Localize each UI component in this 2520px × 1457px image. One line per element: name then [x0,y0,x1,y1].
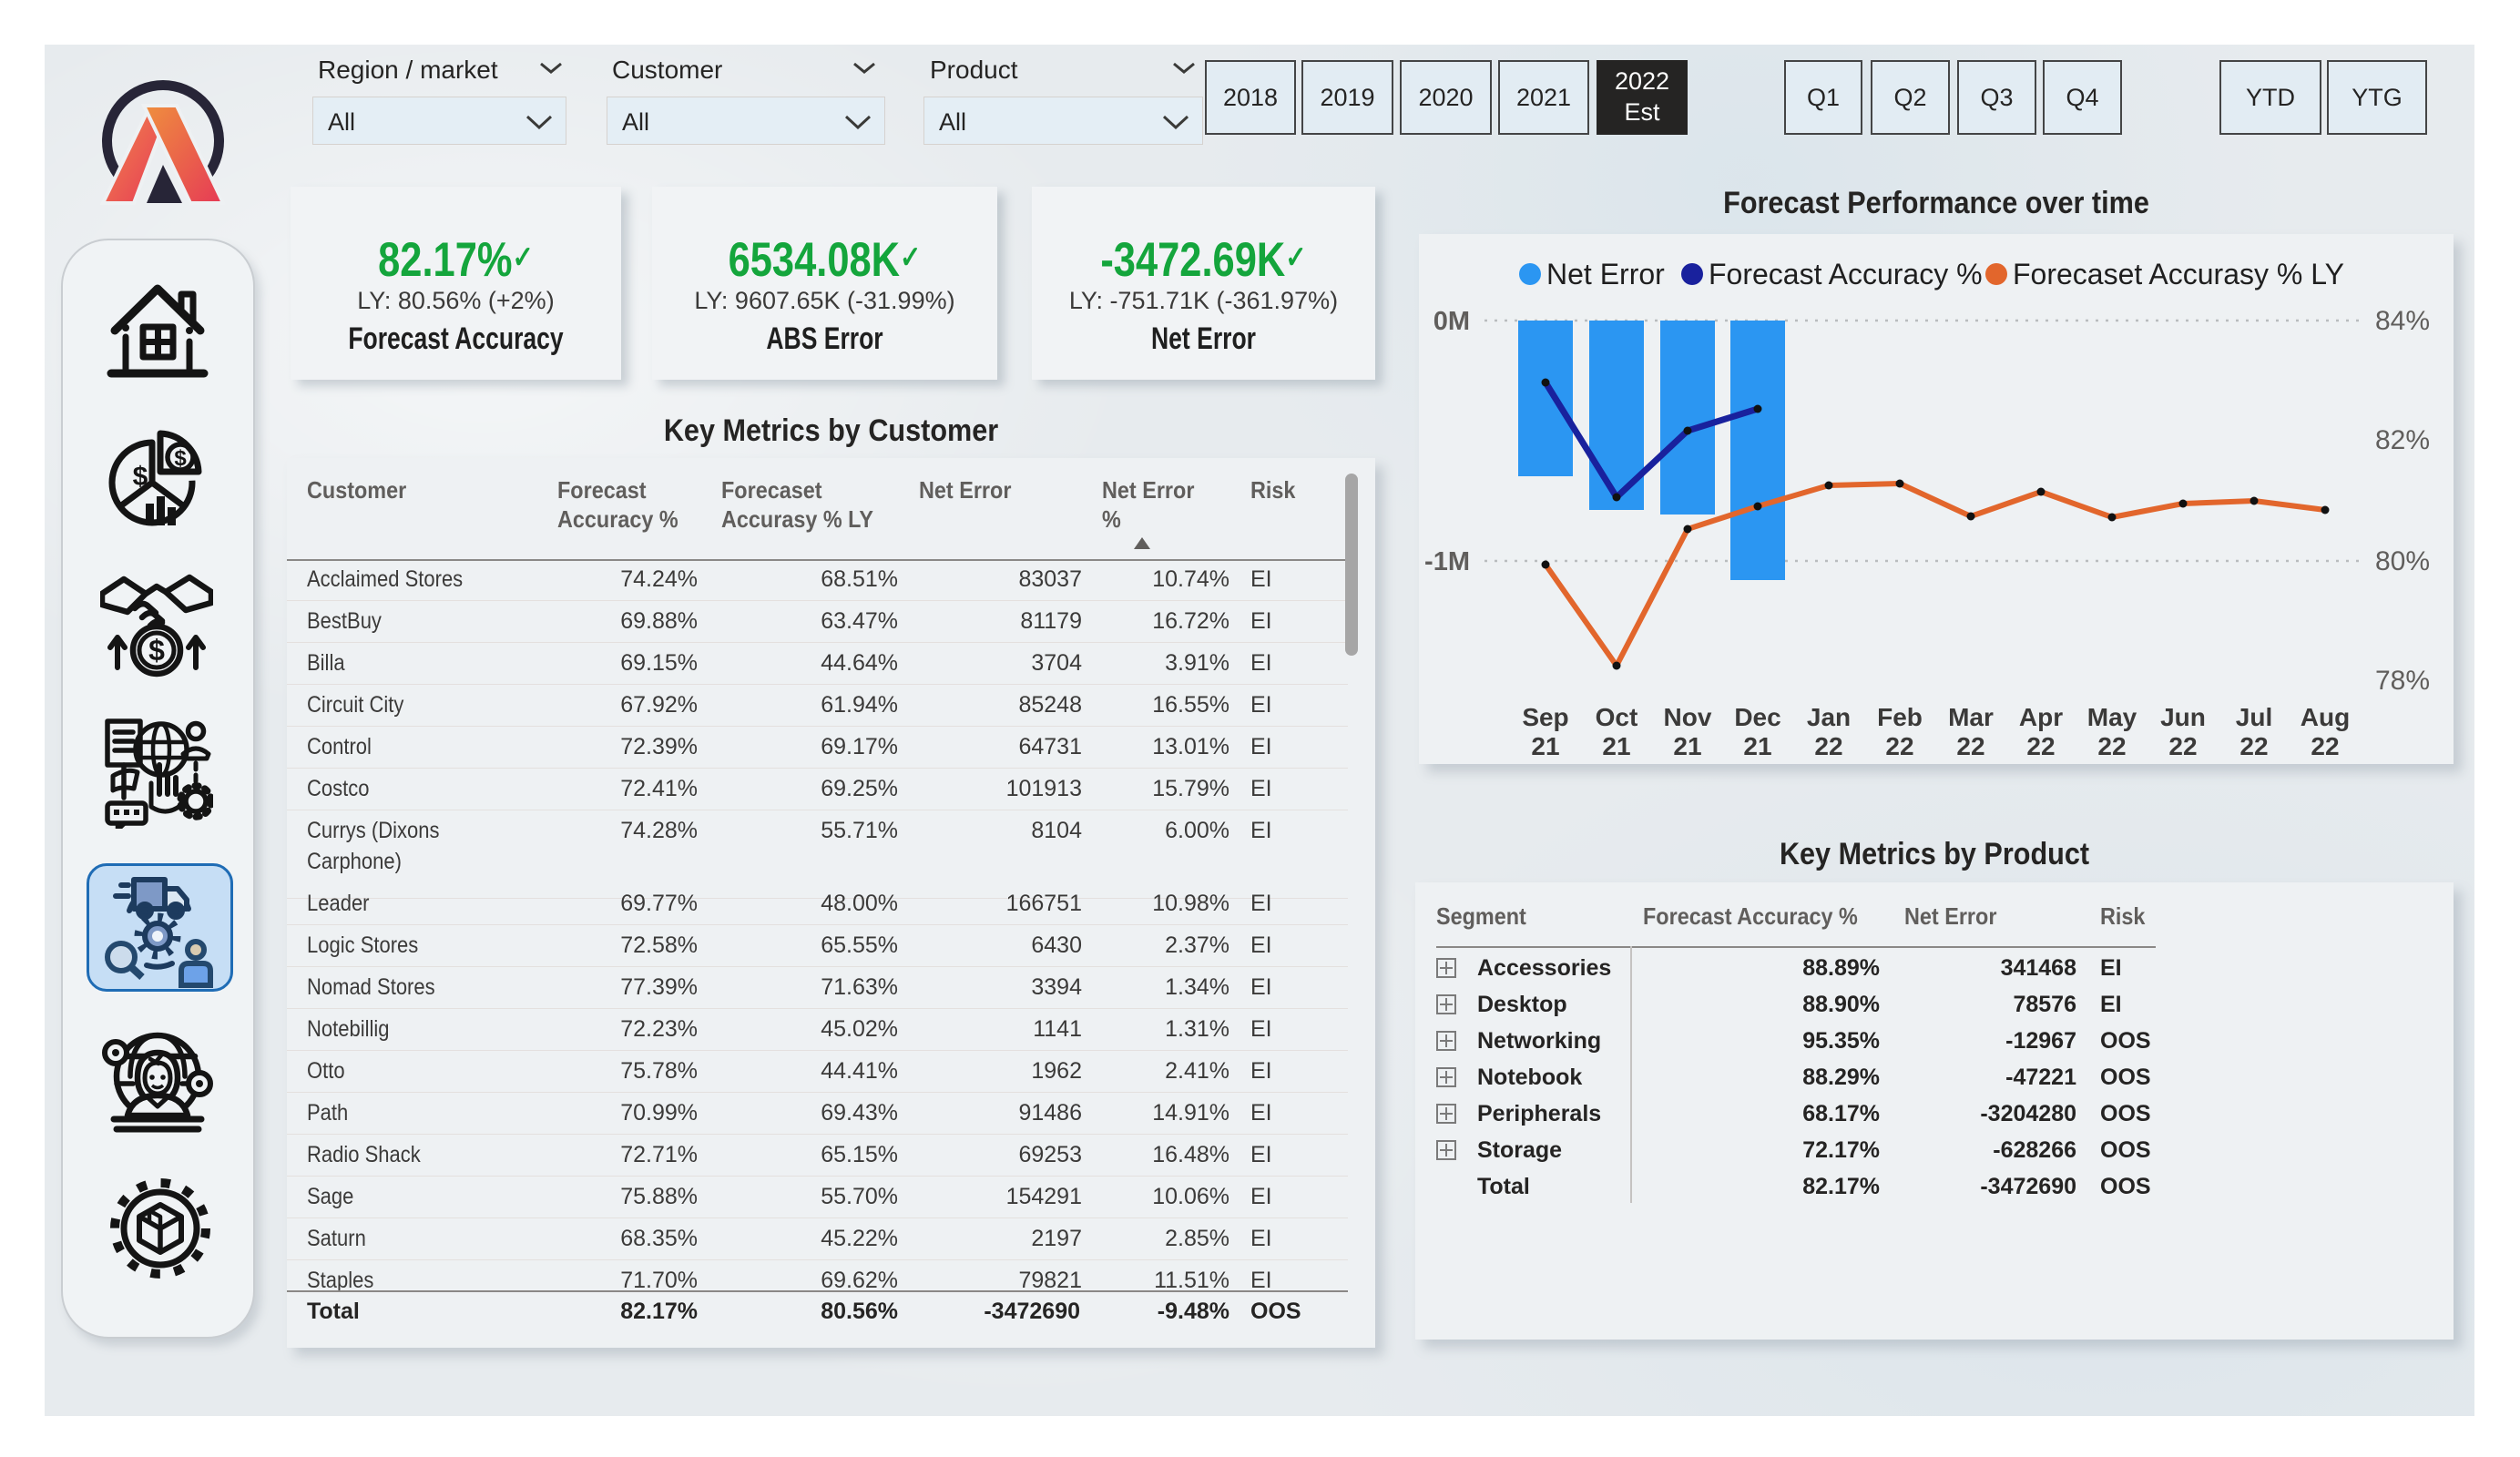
svg-text:22: 22 [2311,732,2339,760]
svg-text:22: 22 [2026,732,2055,760]
svg-text:-1M: -1M [1424,547,1470,576]
svg-text:May: May [2087,703,2137,731]
svg-text:Nov: Nov [1664,703,1712,731]
svg-text:Apr: Apr [2019,703,2063,731]
svg-text:21: 21 [1673,732,1701,760]
svg-text:Feb: Feb [1877,703,1923,731]
svg-text:Jan: Jan [1807,703,1851,731]
svg-text:21: 21 [1602,732,1630,760]
svg-text:22: 22 [2239,732,2268,760]
svg-text:84%: 84% [2375,306,2430,336]
svg-text:Aug: Aug [2301,703,2350,731]
svg-text:22: 22 [1956,732,1984,760]
svg-text:0M: 0M [1433,307,1470,336]
svg-text:21: 21 [1531,732,1559,760]
svg-text:Oct: Oct [1596,703,1638,731]
svg-text:78%: 78% [2375,666,2430,696]
svg-text:22: 22 [1814,732,1842,760]
svg-text:Sep: Sep [1522,703,1568,731]
svg-text:Dec: Dec [1734,703,1780,731]
svg-text:Jun: Jun [2160,703,2206,731]
svg-text:21: 21 [1743,732,1771,760]
svg-text:Net Error: Net Error [1546,258,1665,290]
svg-text:Forecast Accuracy %: Forecast Accuracy % [1709,258,1983,290]
svg-text:$: $ [174,446,187,471]
svg-text:Mar: Mar [1948,703,1994,731]
svg-text:80%: 80% [2375,546,2430,576]
svg-text:22: 22 [2168,732,2197,760]
svg-text:82%: 82% [2375,425,2430,455]
svg-text:22: 22 [2097,732,2126,760]
svg-text:$: $ [133,462,148,492]
svg-text:22: 22 [1885,732,1913,760]
svg-text:$: $ [148,634,165,667]
svg-text:Forecaset Accurasy % LY: Forecaset Accurasy % LY [2013,258,2344,290]
svg-text:Jul: Jul [2236,703,2272,731]
